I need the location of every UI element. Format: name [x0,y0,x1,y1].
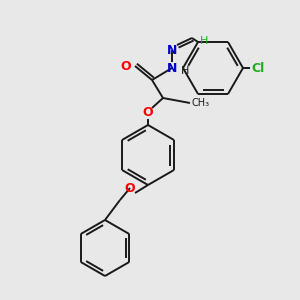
Text: O: O [120,59,131,73]
Text: Cl: Cl [251,61,264,74]
Text: H: H [181,66,189,76]
Text: N: N [167,61,177,74]
Text: O: O [143,106,153,119]
Text: N: N [167,44,177,56]
Text: H: H [200,36,208,46]
Text: CH₃: CH₃ [192,98,210,108]
Text: O: O [125,182,135,194]
